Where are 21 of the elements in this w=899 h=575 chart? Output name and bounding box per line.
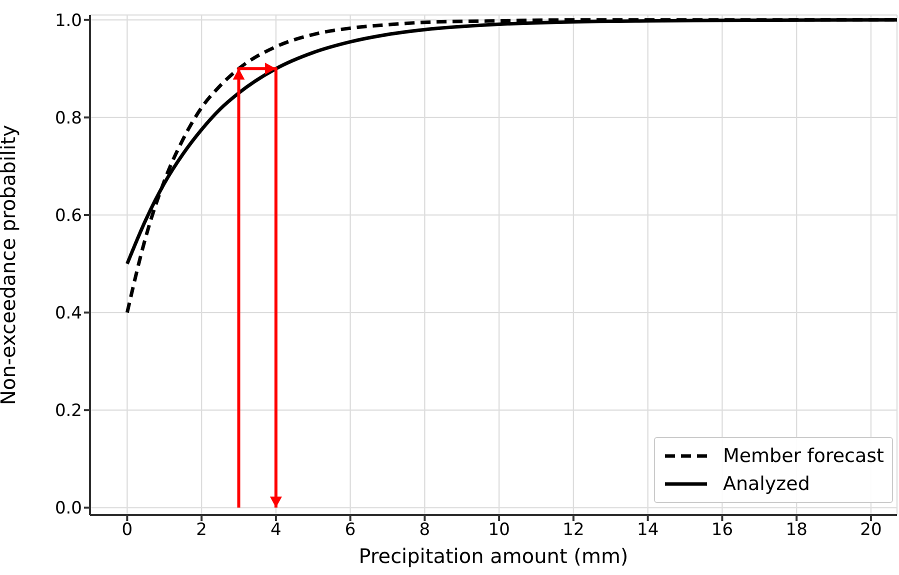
x-tick-label: 20 <box>860 520 882 540</box>
legend-label: Analyzed <box>722 473 810 495</box>
y-tick-label: 0.8 <box>54 108 82 128</box>
legend-label: Member forecast <box>722 445 884 467</box>
x-tick-label: 8 <box>419 520 430 540</box>
x-tick-label: 0 <box>122 520 133 540</box>
x-tick-label: 2 <box>196 520 207 540</box>
x-tick-label: 6 <box>344 520 356 540</box>
y-tick-label: 1.0 <box>54 10 82 31</box>
y-tick-label: 0.4 <box>54 304 82 324</box>
x-tick-label: 14 <box>637 520 659 540</box>
x-axis-title: Precipitation amount (mm) <box>358 544 628 568</box>
y-tick-label: 0.6 <box>54 206 82 226</box>
x-tick-label: 10 <box>488 520 510 540</box>
x-tick-label: 12 <box>562 520 584 540</box>
y-axis-title: Non-exceedance probability <box>0 124 20 406</box>
x-tick-label: 16 <box>711 520 734 540</box>
y-tick-label: 0.0 <box>54 498 82 519</box>
y-tick-label: 0.2 <box>54 401 82 422</box>
x-tick-label: 18 <box>786 520 808 540</box>
x-tick-label: 4 <box>270 520 282 540</box>
